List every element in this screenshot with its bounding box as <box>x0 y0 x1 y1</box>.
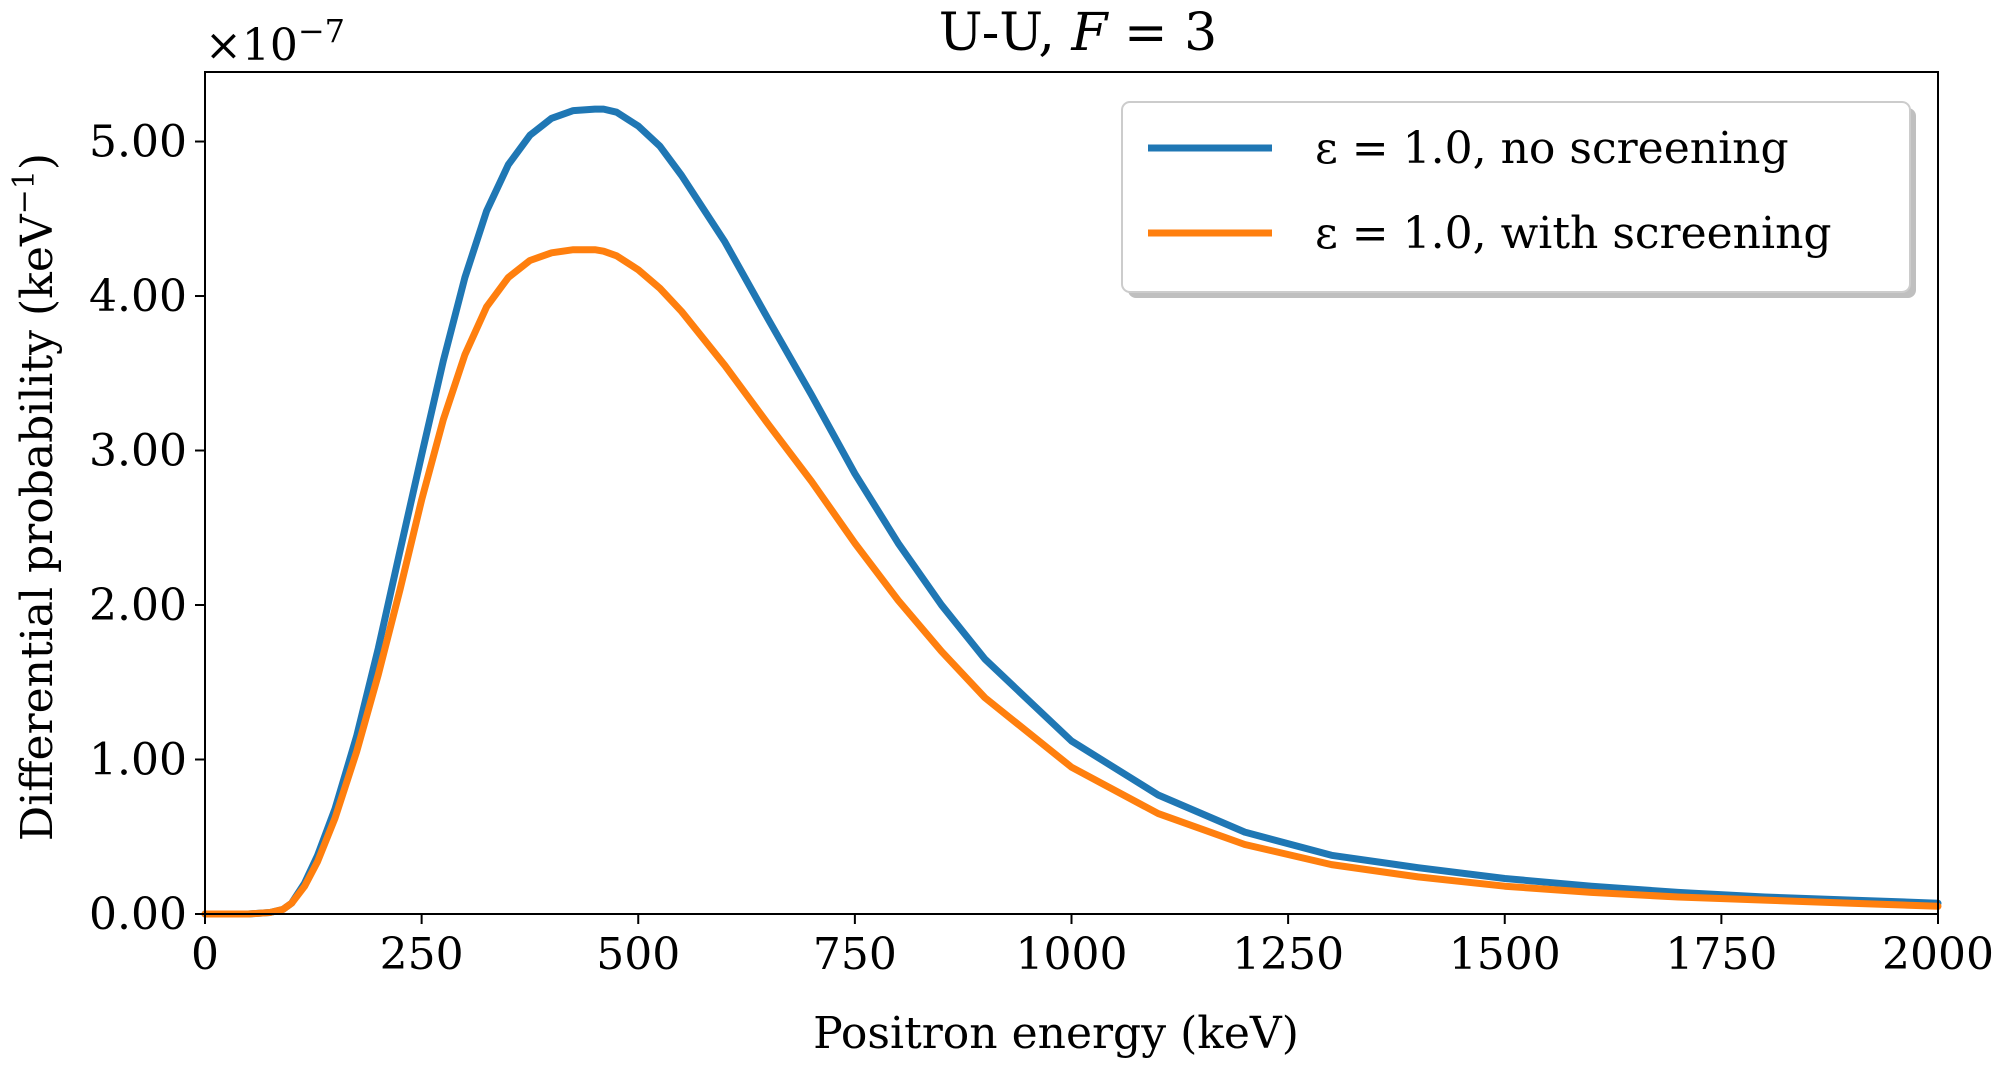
y-tick-label: 0.00 <box>89 889 187 940</box>
legend-box <box>1121 101 1911 293</box>
x-tick-label: 1750 <box>1665 929 1777 980</box>
x-tick-label: 0 <box>191 929 219 980</box>
y-axis-label-close: ) <box>12 153 63 170</box>
y-tick-label: 3.00 <box>89 426 187 477</box>
y-axis-label-sup: −1 <box>7 170 42 214</box>
x-tick-label: 1250 <box>1232 929 1344 980</box>
x-tick-label: 500 <box>596 929 680 980</box>
y-offset-base: ×10 <box>205 20 298 71</box>
y-tick-label: 4.00 <box>89 271 187 322</box>
x-tick-label: 2000 <box>1882 929 1994 980</box>
y-tick-label: 1.00 <box>89 735 187 786</box>
series-layer <box>201 105 1942 918</box>
x-tick-label: 1000 <box>1016 929 1128 980</box>
y-axis-label-main: Differential probability (keV <box>12 213 63 841</box>
y-tick-label: 5.00 <box>89 117 187 168</box>
y-tick-label: 2.00 <box>89 580 187 631</box>
x-tick-label: 750 <box>813 929 897 980</box>
chart-title-variable: F <box>1070 3 1109 63</box>
legend: ε = 1.0, no screening ε = 1.0, with scre… <box>1121 101 1916 298</box>
plot-frame <box>204 71 1939 915</box>
x-tick-label: 1500 <box>1449 929 1561 980</box>
y-axis-label: Differential probability (keV−1) <box>7 153 63 841</box>
ticks-layer: 0 250 500 750 1000 1250 1500 1750 2000 0.00 1.00 2.… <box>89 117 1994 980</box>
chart-title-equation: = 3 <box>1107 3 1217 63</box>
legend-label-no-screening: ε = 1.0, no screening <box>1315 123 1789 174</box>
x-axis-label: Positron energy (keV) <box>813 1008 1299 1059</box>
series-line-1 <box>201 246 1942 918</box>
chart-title-prefix: U-U, <box>939 3 1072 63</box>
x-tick-label: 250 <box>380 929 464 980</box>
chart-title: U-U, F = 3 <box>939 3 1217 63</box>
y-offset-exponent: −7 <box>298 12 345 50</box>
legend-label-with-screening: ε = 1.0, with screening <box>1315 208 1832 259</box>
y-offset-label: ×10−7 <box>205 12 345 71</box>
